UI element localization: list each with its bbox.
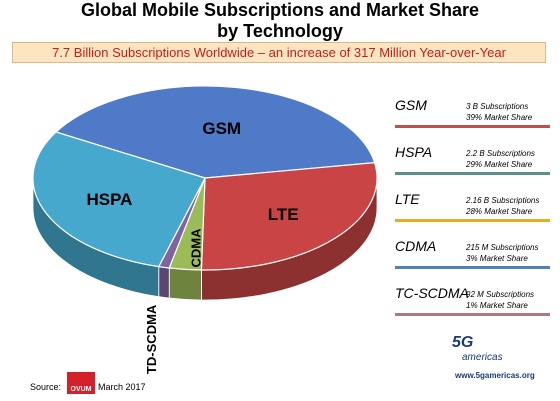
slice-label-hspa: HSPA — [86, 190, 132, 209]
slice-label-td-scdma: TD-SCDMA — [144, 304, 159, 374]
legend-subscriptions: 3 B Subscriptions — [466, 102, 529, 111]
legend-color-bar — [395, 172, 550, 175]
legend-color-bar — [395, 266, 550, 269]
legend-item-hspa: HSPA 2.2 B Subscriptions 29% Market Share — [395, 142, 555, 189]
legend-market-share: 39% Market Share — [466, 113, 533, 122]
ovum-logo-text: OVUM — [70, 386, 92, 393]
legend-item-tc-scdma: TC-SCDMA 92 M Subscriptions 1% Market Shar… — [395, 283, 555, 330]
source-date: March 2017 — [98, 382, 146, 392]
chart-title: Global Mobile Subscriptions and Market S… — [0, 0, 560, 42]
legend-item-lte: LTE 2.16 B Subscriptions 28% Market Share — [395, 189, 555, 236]
legend-name: TC-SCDMA — [395, 285, 469, 301]
ovum-logo: OVUM — [67, 372, 95, 394]
legend-name: LTE — [395, 191, 420, 207]
slice-label-cdma: CDMA — [189, 228, 204, 268]
5g-americas-logo: 5G americas — [452, 332, 532, 370]
legend-name: CDMA — [395, 238, 437, 254]
legend-subscriptions: 2.2 B Subscriptions — [466, 149, 535, 158]
legend-subscriptions: 2.16 B Subscriptions — [466, 196, 540, 205]
legend-color-bar — [395, 313, 550, 316]
logo-subtext: americas — [462, 352, 503, 363]
legend-item-cdma: CDMA 215 M Subscriptions 3% Market Share — [395, 236, 555, 283]
legend-name: HSPA — [395, 144, 433, 160]
legend-market-share: 1% Market Share — [466, 301, 528, 310]
chart-title-line-2: by Technology — [217, 21, 343, 41]
legend-market-share: 3% Market Share — [466, 254, 528, 263]
legend-name: GSM — [395, 97, 427, 113]
legend-subscriptions: 92 M Subscriptions — [466, 290, 535, 299]
legend: GSM 3 B Subscriptions 39% Market Share HSPA… — [395, 95, 555, 330]
website-url: www.5gamericas.org — [455, 371, 535, 380]
pie-slice-side-td-scdma — [158, 266, 170, 299]
slice-label-lte: LTE — [268, 205, 299, 224]
pie-slice-gsm — [54, 85, 376, 179]
pie-slice-lte — [200, 162, 378, 271]
pie-slice-hspa — [32, 131, 206, 268]
logo-text: 5G — [452, 334, 474, 351]
chart-title-line-1: Global Mobile Subscriptions and Market S… — [80, 0, 480, 20]
pie-slice-side-cdma — [168, 267, 202, 301]
slice-label-gsm: GSM — [202, 119, 241, 138]
legend-subscriptions: 215 M Subscriptions — [466, 243, 539, 252]
legend-market-share: 29% Market Share — [466, 160, 533, 169]
subtitle-banner: 7.7 Billion Subscriptions Worldwide – an… — [12, 42, 546, 63]
legend-color-bar — [395, 219, 550, 222]
source-label: Source: — [30, 382, 62, 392]
legend-color-bar — [395, 125, 550, 128]
legend-item-gsm: GSM 3 B Subscriptions 39% Market Share — [395, 95, 555, 142]
legend-market-share: 28% Market Share — [466, 207, 533, 216]
